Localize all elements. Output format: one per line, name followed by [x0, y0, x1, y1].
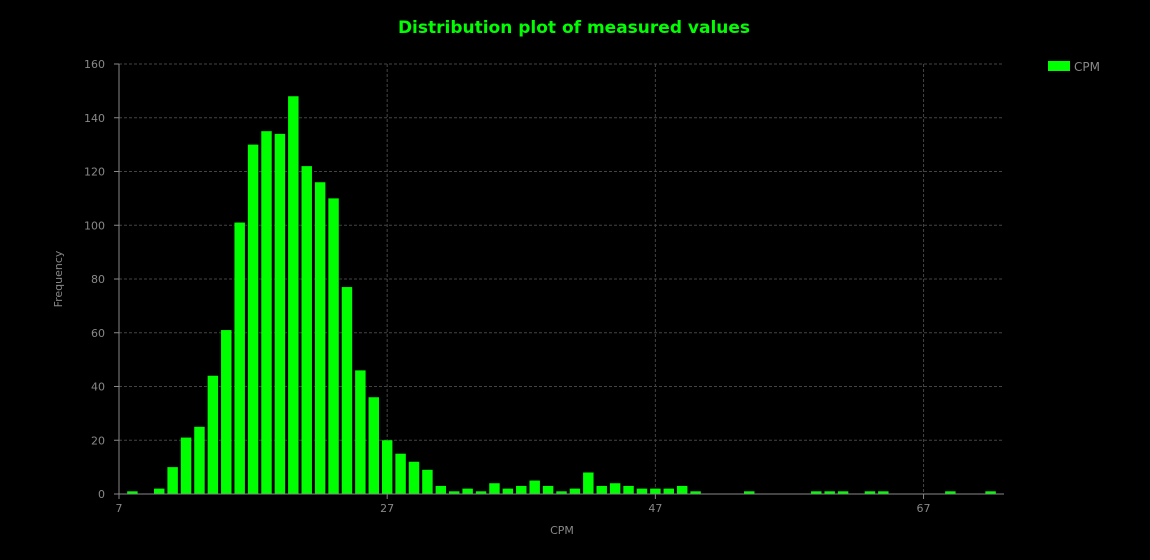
bar — [355, 370, 366, 494]
bar — [221, 330, 232, 494]
y-tick-label: 80 — [91, 273, 105, 286]
bar — [636, 488, 648, 494]
y-tick-label: 60 — [91, 327, 105, 340]
bar — [864, 491, 876, 494]
bar — [167, 467, 178, 494]
bar — [502, 488, 514, 494]
bar — [462, 488, 473, 494]
y-tick-label: 100 — [84, 219, 105, 232]
axes — [114, 63, 1004, 499]
bar — [194, 426, 205, 494]
x-tick-label: 67 — [917, 502, 931, 515]
x-tick-label: 7 — [116, 502, 123, 515]
bar — [690, 491, 701, 494]
x-tick-label: 47 — [648, 502, 662, 515]
bar — [596, 485, 607, 494]
bar — [368, 397, 380, 494]
bar — [743, 491, 755, 494]
bar — [811, 491, 822, 494]
y-tick-label: 140 — [84, 112, 105, 125]
bar — [422, 469, 433, 494]
bar — [341, 287, 353, 494]
bar — [945, 491, 956, 494]
bar — [609, 483, 621, 494]
x-tick-labels: 7 27 47 67 — [116, 502, 931, 515]
bar — [288, 96, 299, 494]
bar — [247, 144, 259, 494]
legend-entry-cpm: CPM — [1074, 60, 1100, 74]
bar — [542, 485, 554, 494]
bar — [650, 488, 661, 494]
bar — [448, 491, 460, 494]
y-tick-label: 20 — [91, 434, 105, 447]
bar — [676, 485, 688, 494]
x-tick-label: 27 — [380, 502, 394, 515]
bar — [837, 491, 849, 494]
bar — [623, 485, 634, 494]
bar — [180, 437, 192, 494]
bar — [824, 491, 835, 494]
bar — [127, 491, 138, 494]
y-tick-label: 40 — [91, 381, 105, 394]
y-tick-label: 0 — [98, 488, 105, 501]
bar — [529, 480, 540, 494]
bar — [408, 461, 420, 494]
bar — [314, 182, 326, 494]
legend-swatch — [1048, 61, 1070, 71]
y-axis-label: Frequency — [52, 250, 65, 307]
y-tick-label: 120 — [84, 166, 105, 179]
bar — [878, 491, 889, 494]
legend: CPM — [1048, 60, 1100, 74]
bars — [127, 96, 996, 494]
bar — [556, 491, 567, 494]
bar — [569, 488, 581, 494]
bar — [475, 491, 487, 494]
bar — [234, 222, 245, 494]
y-tick-label: 160 — [84, 58, 105, 71]
bar — [985, 491, 996, 494]
bar — [395, 453, 406, 494]
y-tick-labels: 0 20 40 60 80 100 120 140 160 — [84, 58, 105, 501]
bar — [381, 440, 393, 494]
bar — [274, 133, 286, 494]
x-axis-label: CPM — [550, 524, 574, 537]
bar — [328, 198, 339, 494]
bar — [153, 488, 165, 494]
bar — [583, 472, 594, 494]
bar — [261, 131, 272, 494]
bar — [489, 483, 500, 494]
bar — [207, 375, 219, 494]
bar — [435, 485, 447, 494]
chart-title: Distribution plot of measured values — [398, 18, 750, 38]
bar — [301, 166, 312, 494]
bar — [516, 485, 527, 494]
bar — [663, 488, 675, 494]
